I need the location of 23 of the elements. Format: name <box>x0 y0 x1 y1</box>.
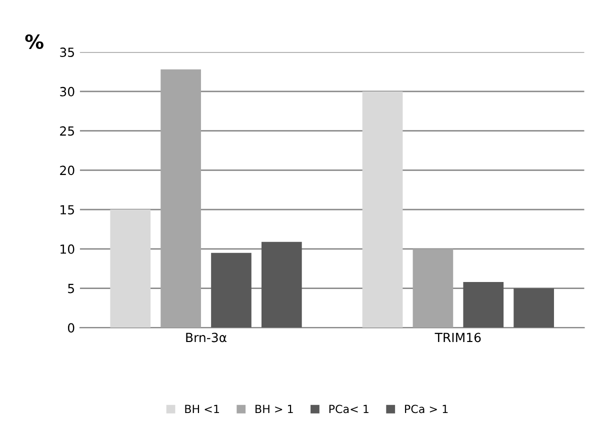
legend-label: PCa > 1 <box>405 404 448 414</box>
legend-label: BH <1 <box>185 404 219 414</box>
y-tick-label: 5 <box>68 284 74 294</box>
bar <box>110 210 151 328</box>
bar <box>160 69 201 328</box>
legend-label: PCa< 1 <box>329 404 368 414</box>
bar <box>412 248 454 328</box>
bar <box>262 242 302 328</box>
bar <box>211 252 252 328</box>
x-tick-label: TRIM16 <box>434 332 481 342</box>
y-tick-label: 15 <box>60 205 74 214</box>
y-tick-label: 0 <box>68 323 74 333</box>
legend-label: BH > 1 <box>256 404 293 414</box>
y-tick-label: 10 <box>60 244 74 254</box>
y-tick-label: 30 <box>60 86 74 96</box>
y-axis-title: % <box>25 34 44 50</box>
bar <box>514 288 554 328</box>
y-tick-label: 20 <box>60 166 74 176</box>
x-tick-label: Brn-3α <box>186 332 226 342</box>
y-tick-label: 25 <box>60 126 74 136</box>
y-tick-label: 35 <box>60 48 74 58</box>
bar <box>463 282 504 328</box>
bar <box>362 91 403 328</box>
